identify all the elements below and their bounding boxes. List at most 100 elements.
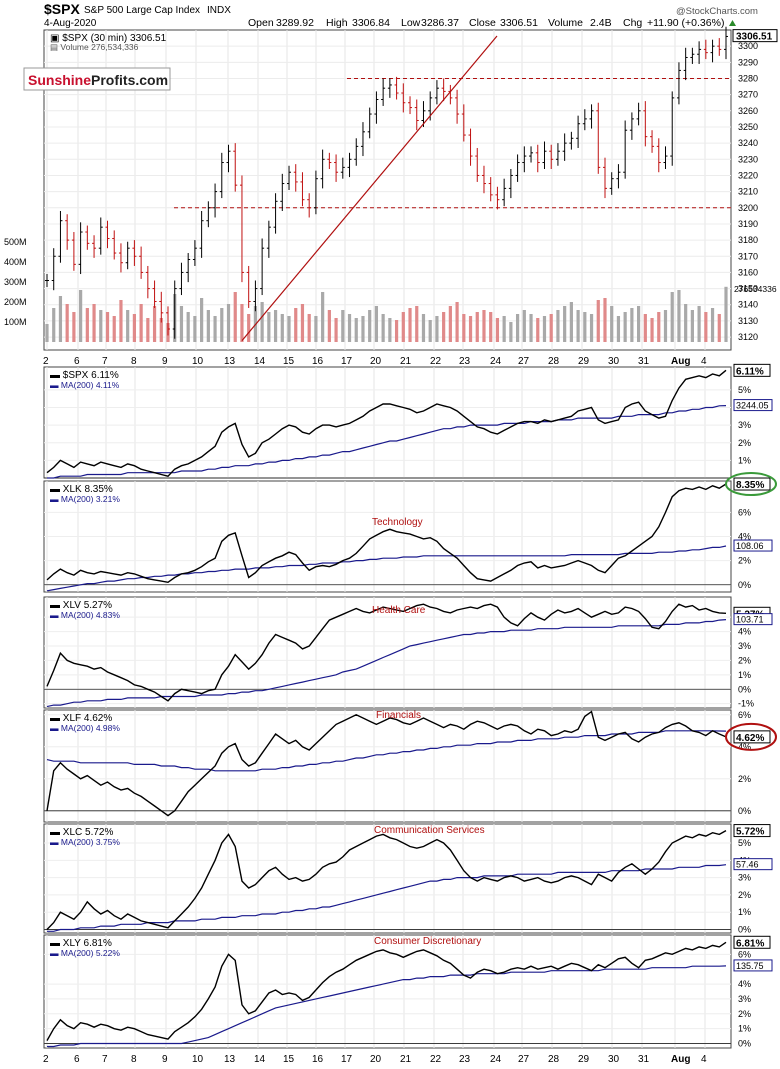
volume-bar bbox=[690, 310, 694, 342]
volume-bar bbox=[354, 318, 358, 342]
y-tick-label: 0% bbox=[738, 925, 751, 935]
x-tick-label: 20 bbox=[370, 356, 382, 367]
x-tick-label: 9 bbox=[162, 356, 168, 367]
y-tick-label: 1% bbox=[738, 1024, 751, 1034]
volume-tick-label: 100M bbox=[4, 317, 27, 327]
y-tick-label: 3130 bbox=[738, 316, 758, 326]
ma-value-box bbox=[733, 613, 773, 626]
volume-bar bbox=[442, 312, 446, 342]
y-tick-label: 2% bbox=[738, 556, 751, 566]
volume-bar bbox=[677, 290, 681, 342]
ma-value-label: 3244.05 bbox=[736, 401, 769, 411]
panel-spx-price: 3300 3290 3280 3270 3260 3250 3240 3230 3220 3210… bbox=[4, 26, 778, 367]
y-tick-label: 0% bbox=[738, 684, 751, 694]
sector-label: Technology bbox=[372, 517, 423, 528]
volume-bar bbox=[495, 318, 500, 342]
volume-bar bbox=[139, 304, 143, 342]
x-tick-label: 16 bbox=[312, 1054, 324, 1065]
performance-line bbox=[46, 710, 727, 817]
y-tick-label: 5% bbox=[738, 385, 751, 395]
ma-value-box bbox=[733, 959, 773, 972]
x-tick-label: 2 bbox=[43, 356, 49, 367]
low-label: Low bbox=[401, 17, 421, 29]
y-tick-label: -1% bbox=[738, 699, 754, 709]
x-tick-label: 17 bbox=[341, 1054, 353, 1065]
panel-frame bbox=[43, 366, 732, 479]
volume-bar bbox=[616, 316, 621, 342]
up-arrow-icon bbox=[729, 20, 736, 26]
x-tick-label: 15 bbox=[283, 356, 295, 367]
volume-bar bbox=[179, 306, 184, 342]
last-value-label: 8.35% bbox=[736, 480, 764, 491]
volume-bar bbox=[468, 316, 473, 342]
x-tick-label: 24 bbox=[490, 1054, 502, 1065]
x-tick-label: 28 bbox=[548, 356, 560, 367]
volume-bar bbox=[132, 314, 136, 342]
x-tick-label: 30 bbox=[608, 356, 620, 367]
volume-bar bbox=[152, 306, 157, 342]
stockcharts-brand: @StockCharts.com bbox=[676, 6, 758, 17]
series-legend: ▬ XLC 5.72% bbox=[50, 827, 113, 838]
x-tick-label: 2 bbox=[43, 1054, 49, 1065]
panel-xlf: 6% 4% 2% 0% ▬ XLF 4.62%▬ MA(200) 4.98% Financ… bbox=[43, 709, 777, 823]
volume-bar bbox=[287, 316, 291, 342]
x-tick-label: Aug bbox=[671, 356, 690, 367]
volume-bar bbox=[536, 318, 540, 342]
volume-bar bbox=[119, 300, 123, 342]
chg-label: Chg bbox=[623, 17, 642, 29]
y-tick-label: 3% bbox=[738, 641, 751, 651]
open-value: 3289.92 bbox=[276, 17, 314, 29]
ma-legend: ▬ MA(200) 3.75% bbox=[50, 837, 120, 847]
volume-bar bbox=[374, 306, 379, 342]
volume-bar bbox=[596, 300, 600, 342]
x-tick-label: 23 bbox=[459, 1054, 471, 1065]
highlight-circle bbox=[725, 472, 777, 497]
x-tick-label: 31 bbox=[638, 1054, 650, 1065]
y-tick-label: 3% bbox=[738, 420, 751, 430]
volume-bar bbox=[542, 316, 547, 342]
x-tick-label: 28 bbox=[548, 1054, 560, 1065]
volume-bar bbox=[267, 312, 271, 342]
volume-bar bbox=[522, 310, 526, 342]
y-tick-label: 3140 bbox=[738, 300, 758, 310]
chart-date: 4-Aug-2020 bbox=[44, 18, 97, 29]
volume-tick-label: 300M bbox=[4, 277, 27, 287]
x-tick-label: 14 bbox=[254, 356, 266, 367]
y-tick-label: 6% bbox=[738, 710, 751, 720]
y-tick-label: 4% bbox=[738, 627, 751, 637]
volume-tick-label: 400M bbox=[4, 257, 27, 267]
ma-legend: ▬ MA(200) 4.83% bbox=[50, 610, 120, 620]
chart-symbol: $SPX bbox=[44, 1, 80, 17]
panel-xlc: 5%4%3%2%1%0%▬ XLC 5.72%▬ MA(200) 3.75%Co… bbox=[43, 823, 773, 935]
y-tick-label: 5% bbox=[738, 838, 751, 848]
last-value-box bbox=[733, 477, 771, 491]
chart-index-name: S&P 500 Large Cap Index bbox=[84, 5, 200, 16]
volume-bar bbox=[92, 304, 96, 342]
trend-line bbox=[241, 35, 498, 341]
volume-bar bbox=[381, 314, 385, 342]
volume-bar bbox=[724, 286, 728, 342]
volume-tick-label: 200M bbox=[4, 297, 27, 307]
y-tick-label: 3300 bbox=[738, 41, 758, 51]
volume-bar bbox=[630, 308, 634, 342]
x-tick-label: 21 bbox=[400, 356, 412, 367]
chart-panels: 3300 3290 3280 3270 3260 3250 3240 3230 3220 3210… bbox=[4, 26, 778, 1065]
y-tick-label: 2% bbox=[738, 1009, 751, 1019]
y-tick-label: 4% bbox=[738, 742, 751, 752]
volume-bar bbox=[650, 318, 654, 342]
open-label: Open bbox=[248, 17, 274, 29]
performance-line bbox=[46, 603, 727, 702]
volume-bar bbox=[126, 310, 130, 342]
y-tick-label: 1% bbox=[738, 455, 751, 465]
sunshine-profits-logo: SunshineProfits.com bbox=[23, 67, 171, 91]
x-tick-label: 13 bbox=[224, 356, 236, 367]
last-value-label: 6.11% bbox=[736, 366, 764, 377]
y-tick-label: 0% bbox=[738, 1039, 751, 1049]
high-label: High bbox=[326, 17, 348, 29]
y-tick-label: 3% bbox=[738, 994, 751, 1004]
x-tick-label: 6 bbox=[74, 1054, 80, 1065]
y-tick-label: 3270 bbox=[738, 90, 758, 100]
volume-bar bbox=[482, 310, 486, 342]
highlight-circle bbox=[725, 722, 777, 751]
performance-line bbox=[46, 369, 727, 477]
